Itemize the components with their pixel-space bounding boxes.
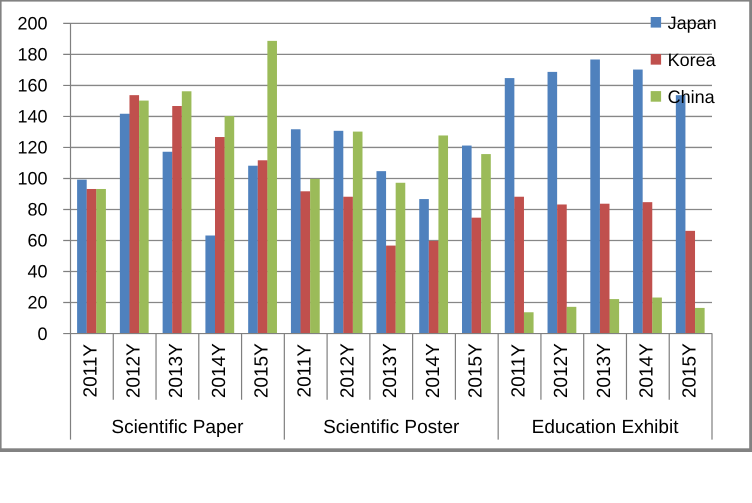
svg-text:20: 20 [27,293,47,313]
svg-text:2012Y: 2012Y [123,343,144,398]
svg-text:Scientific Paper: Scientific Paper [111,417,244,438]
svg-text:Japan: Japan [668,13,717,33]
svg-text:2013Y: 2013Y [594,343,615,398]
svg-text:2015Y: 2015Y [679,343,700,398]
svg-text:2014Y: 2014Y [423,343,444,398]
svg-text:2012Y: 2012Y [337,343,358,398]
svg-text:China: China [668,87,716,107]
svg-text:200: 200 [17,14,47,34]
svg-text:60: 60 [27,231,47,251]
svg-text:120: 120 [17,138,47,158]
svg-text:2014Y: 2014Y [637,343,658,398]
svg-text:140: 140 [17,107,47,127]
svg-text:2011Y: 2011Y [295,344,316,398]
svg-text:100: 100 [17,169,47,189]
svg-text:2015Y: 2015Y [252,343,273,398]
svg-text:180: 180 [17,45,47,65]
svg-text:2011Y: 2011Y [81,344,102,398]
svg-text:Education Exhibit: Education Exhibit [532,417,680,438]
svg-text:2012Y: 2012Y [551,343,572,398]
svg-text:2013Y: 2013Y [166,343,187,398]
svg-text:0: 0 [37,324,47,344]
svg-text:Scientific Poster: Scientific Poster [323,417,460,438]
svg-text:2015Y: 2015Y [466,343,487,398]
svg-text:2011Y: 2011Y [508,344,529,398]
svg-text:2013Y: 2013Y [380,343,401,398]
svg-text:160: 160 [17,76,47,96]
svg-text:Korea: Korea [668,50,717,70]
svg-text:80: 80 [27,200,47,220]
svg-text:2014Y: 2014Y [209,343,230,398]
svg-text:40: 40 [27,262,47,282]
